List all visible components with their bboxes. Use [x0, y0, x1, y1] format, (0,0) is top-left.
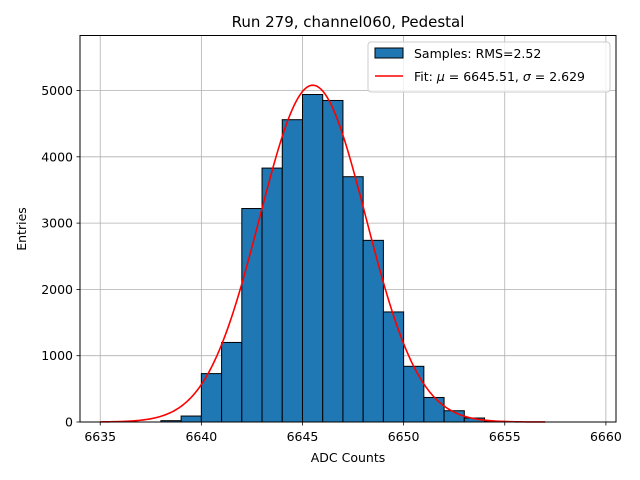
plot-frame	[79, 35, 617, 423]
fit-label-sigma-value: = 2.629	[531, 69, 585, 84]
fit-label-sigma-symbol: σ	[523, 69, 532, 84]
y-tick-label: 4000	[41, 149, 73, 164]
x-tick-label: 6645	[287, 429, 319, 444]
legend: Samples: RMS=2.52 Fit: μ = 6645.51, σ = …	[367, 41, 611, 93]
histogram-bar	[342, 176, 364, 423]
chart-title: Run 279, channel060, Pedestal	[232, 13, 465, 31]
legend-fit-label: Fit: μ = 6645.51, σ = 2.629	[414, 69, 585, 84]
y-axis-ticks: 0 1000 2000 3000 4000 5000	[41, 83, 80, 430]
histogram-bars	[160, 94, 506, 423]
histogram-bar	[403, 365, 425, 423]
x-axis-title: ADC Counts	[311, 450, 386, 465]
y-tick-label: 5000	[41, 83, 73, 98]
legend-histogram-swatch	[374, 47, 404, 59]
histogram-bar	[281, 119, 303, 423]
y-tick-label: 1000	[41, 348, 73, 363]
fit-label-mu-symbol: μ	[436, 69, 445, 84]
legend-box	[367, 41, 611, 93]
fit-label-prefix: Fit:	[414, 69, 437, 84]
histogram-bar	[382, 311, 405, 423]
fit-label-mu-value: = 6645.51,	[445, 69, 523, 84]
histogram-bar	[423, 396, 445, 423]
x-tick-label: 6655	[489, 429, 521, 444]
legend-histogram-label: Samples: RMS=2.52	[414, 46, 541, 61]
histogram-bar	[301, 94, 324, 423]
histogram-bar	[322, 99, 344, 423]
x-tick-label: 6635	[84, 429, 116, 444]
x-tick-label: 6660	[590, 429, 622, 444]
histogram-bar	[241, 208, 263, 423]
x-tick-label: 6640	[185, 429, 217, 444]
histogram-bar	[261, 167, 283, 423]
y-tick-label: 0	[65, 415, 73, 430]
y-tick-label: 3000	[41, 216, 73, 231]
histogram-bar	[221, 341, 243, 423]
x-axis-ticks: 6635 6640 6645 6650 6655 6660	[84, 422, 622, 444]
histogram-bar	[180, 415, 202, 423]
fit-curve	[100, 84, 546, 423]
x-tick-label: 6650	[388, 429, 420, 444]
y-axis-title: Entries	[14, 207, 29, 251]
histogram-bar	[362, 239, 384, 423]
y-tick-label: 2000	[41, 282, 73, 297]
